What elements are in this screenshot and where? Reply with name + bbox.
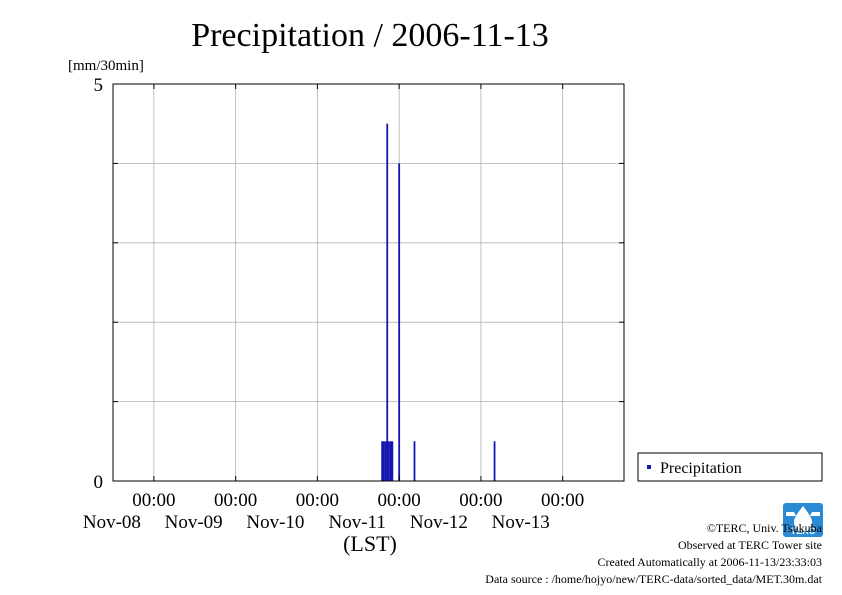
y-axis-unit-label: [mm/30min] <box>68 58 144 74</box>
terc-logo-icon: TERC <box>783 503 823 537</box>
x-tick-time-label: 00:00 <box>214 490 257 511</box>
x-tick-time-label: 00:00 <box>541 490 584 511</box>
x-tick-labels: 00:00Nov-0800:00Nov-0900:00Nov-1000:00No… <box>83 490 584 533</box>
precipitation-bar <box>386 123 389 481</box>
x-tick-time-label: 00:00 <box>132 490 175 511</box>
data-source-text: Data source : /home/hojyo/new/TERC-data/… <box>485 572 822 586</box>
x-tick-date-label: Nov-11 <box>328 512 385 533</box>
x-axis-label: (LST) <box>343 531 397 556</box>
chart-title: Precipitation / 2006-11-13 <box>191 17 549 54</box>
y-tick-label-max: 5 <box>94 75 104 96</box>
precipitation-bar <box>382 441 385 481</box>
legend-box <box>637 452 823 482</box>
legend: Precipitation <box>637 452 823 482</box>
precipitation-bar <box>398 163 401 481</box>
x-tick-date-label: Nov-12 <box>410 512 468 533</box>
precipitation-bar <box>493 441 496 481</box>
x-tick-time-label: 00:00 <box>459 490 502 511</box>
svg-text:TERC: TERC <box>791 526 816 536</box>
precipitation-bar <box>381 441 384 481</box>
precipitation-bar <box>413 441 416 481</box>
x-tick-time-label: 00:00 <box>378 490 421 511</box>
grid-lines <box>113 84 624 481</box>
copyright-text: ©TERC, Univ. Tsukuba <box>706 521 822 535</box>
x-tick-time-label: 00:00 <box>296 490 339 511</box>
x-tick-date-label: Nov-13 <box>492 512 550 533</box>
x-tick-date-label: Nov-10 <box>246 512 304 533</box>
legend-swatch <box>647 465 651 469</box>
x-tick-date-label: Nov-09 <box>165 512 223 533</box>
precipitation-bar <box>389 441 392 481</box>
precipitation-bars <box>381 123 496 481</box>
observed-text: Observed at TERC Tower site <box>677 538 822 552</box>
frame-ticks <box>113 84 624 481</box>
terc-logo: TERC <box>783 503 823 542</box>
precipitation-bar <box>384 441 387 481</box>
created-text: Created Automatically at 2006-11-13/23:3… <box>597 555 822 569</box>
credits-block: ©TERC, Univ. Tsukuba Observed at TERC To… <box>485 520 822 588</box>
precipitation-bar <box>388 441 390 481</box>
x-tick-date-label: Nov-08 <box>83 512 141 533</box>
plot-frame <box>112 83 625 482</box>
y-tick-label-min: 0 <box>94 472 104 493</box>
precipitation-bar <box>391 441 394 481</box>
legend-label: Precipitation <box>660 460 742 477</box>
